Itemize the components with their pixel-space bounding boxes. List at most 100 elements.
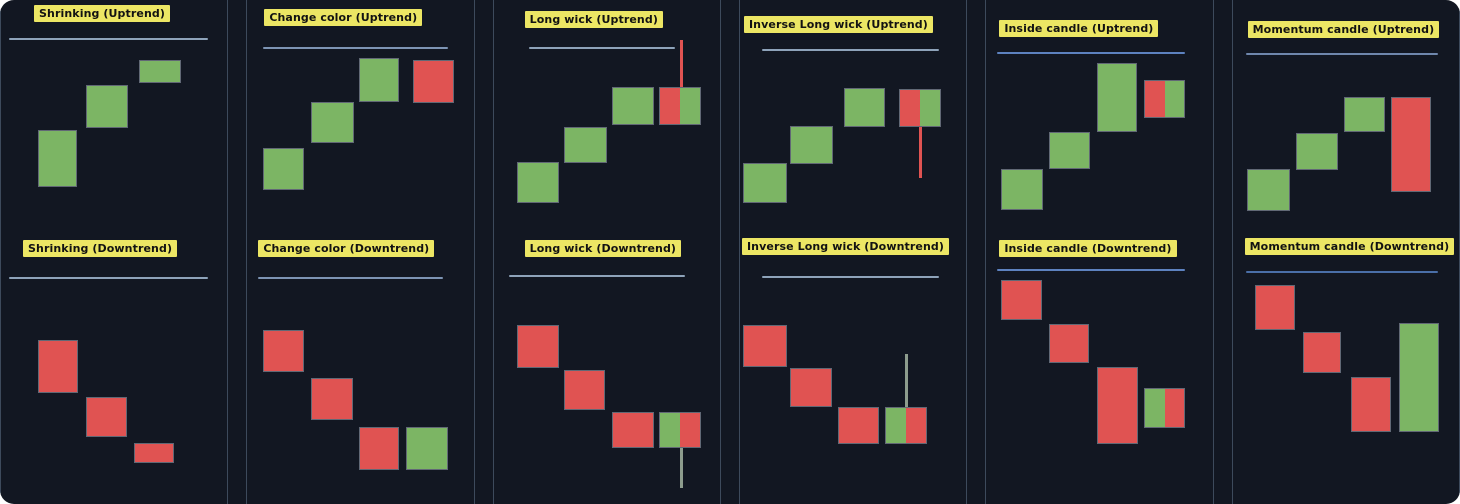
red-candle <box>1049 324 1090 363</box>
red-candle <box>563 370 605 410</box>
pattern-label-momentum-candle-downtrend: Momentum candle (Downtrend) <box>1244 238 1455 255</box>
red-candle-half <box>1351 378 1390 431</box>
green-candle-half <box>659 413 680 447</box>
green-candle-half <box>312 103 354 142</box>
green-candle-half <box>743 164 786 202</box>
green-candle-half <box>1145 389 1165 427</box>
green-candle-half <box>844 89 884 126</box>
red-candle-half <box>39 341 77 392</box>
green-candle-half <box>1002 170 1043 209</box>
split-candle <box>658 87 701 125</box>
red-candle-half <box>312 379 353 419</box>
red-candle-half <box>1145 81 1165 117</box>
red-candle-half <box>264 331 304 371</box>
red-candle <box>1097 367 1139 444</box>
pattern-label-long-wick-uptrend: Long wick (Uptrend) <box>524 11 663 28</box>
red-candle <box>516 325 559 368</box>
pattern-panel-long-wick: Long wick (Uptrend) Long wick (Downtrend) <box>492 0 721 504</box>
green-candle-half <box>790 127 832 163</box>
green-candle <box>563 127 607 163</box>
red-candle <box>413 60 455 103</box>
green-candle <box>1246 169 1290 211</box>
pattern-label-long-wick-downtrend: Long wick (Downtrend) <box>524 240 682 257</box>
pattern-label-change-color-uptrend: Change color (Uptrend) <box>264 9 423 26</box>
red-candle-half <box>838 408 878 443</box>
red-candle <box>742 325 787 367</box>
section-underline <box>997 269 1186 271</box>
pattern-panel-change-color: Change color (Uptrend) Change color (Down… <box>246 0 475 504</box>
split-candle <box>884 407 927 444</box>
red-candle <box>837 407 879 444</box>
red-candle <box>789 368 832 407</box>
green-candle-half <box>407 428 448 469</box>
green-candle <box>38 130 77 187</box>
red-candle <box>134 443 174 463</box>
candle-wick <box>904 354 908 407</box>
green-candle-half <box>39 131 76 186</box>
red-candle-half <box>517 326 558 367</box>
green-candle <box>359 58 400 102</box>
red-candle <box>1254 285 1295 330</box>
split-candle <box>1144 388 1186 428</box>
section-underline <box>508 275 685 277</box>
red-candle-half <box>743 326 786 366</box>
red-candle <box>1302 332 1341 373</box>
green-candle-half <box>919 90 940 126</box>
red-candle-half <box>1303 333 1340 372</box>
green-candle-half <box>885 408 906 443</box>
green-candle <box>86 85 128 128</box>
red-candle-half <box>659 88 680 124</box>
section-underline <box>528 47 675 49</box>
section-underline <box>9 277 208 279</box>
pattern-label-inverse-long-wick-downtrend: Inverse Long wick (Downtrend) <box>741 238 949 255</box>
pattern-panel-momentum-candle: Momentum candle (Uptrend) Momentum candle… <box>1231 0 1460 504</box>
green-candle <box>611 87 654 125</box>
red-candle-half <box>360 428 399 469</box>
green-candle-half <box>1399 324 1438 431</box>
green-candle-half <box>1098 64 1137 131</box>
red-candle-half <box>87 398 126 436</box>
green-candle-half <box>140 61 180 82</box>
section-underline <box>263 47 449 49</box>
red-candle <box>1350 377 1391 432</box>
green-candle <box>263 148 305 190</box>
green-candle <box>1049 132 1091 169</box>
green-candle <box>1343 97 1385 132</box>
green-candle-half <box>612 88 653 124</box>
candle-wick <box>679 40 683 87</box>
section-underline <box>9 38 208 40</box>
green-candle-half <box>1296 134 1337 169</box>
red-candle-half <box>414 61 454 102</box>
green-candle-half <box>517 163 558 202</box>
red-candle-half <box>1002 281 1042 319</box>
green-candle <box>139 60 181 83</box>
pattern-label-inside-candle-uptrend: Inside candle (Uptrend) <box>999 20 1159 37</box>
green-candle <box>1001 169 1044 210</box>
pattern-label-inverse-long-wick-uptrend: Inverse Long wick (Uptrend) <box>743 16 933 33</box>
red-candle-half <box>612 413 653 447</box>
green-candle-half <box>360 59 399 101</box>
red-candle-half <box>564 371 604 409</box>
pattern-panel-shrinking: Shrinking (Uptrend) Shrinking (Downtrend) <box>0 0 229 504</box>
green-candle-half <box>564 128 606 162</box>
split-candle <box>898 89 941 127</box>
green-candle <box>1097 63 1138 132</box>
green-candle <box>789 126 833 164</box>
green-candle-half <box>264 149 304 189</box>
red-candle-half <box>899 90 920 126</box>
section-underline <box>1245 271 1438 273</box>
red-candle-half <box>135 444 173 462</box>
section-underline <box>258 277 444 279</box>
red-candle <box>311 378 354 420</box>
red-candle-half <box>1391 98 1430 191</box>
red-candle <box>263 330 305 372</box>
pattern-label-shrinking-uptrend: Shrinking (Uptrend) <box>34 5 171 22</box>
pattern-label-change-color-downtrend: Change color (Downtrend) <box>258 240 435 257</box>
red-candle <box>611 412 654 448</box>
green-candle <box>742 163 787 203</box>
green-candle <box>516 162 559 203</box>
green-candle-half <box>1050 133 1090 168</box>
pattern-panel-inverse-long-wick: Inverse Long wick (Uptrend) Inverse Long … <box>738 0 968 504</box>
red-candle <box>38 340 78 393</box>
section-underline <box>997 52 1186 54</box>
